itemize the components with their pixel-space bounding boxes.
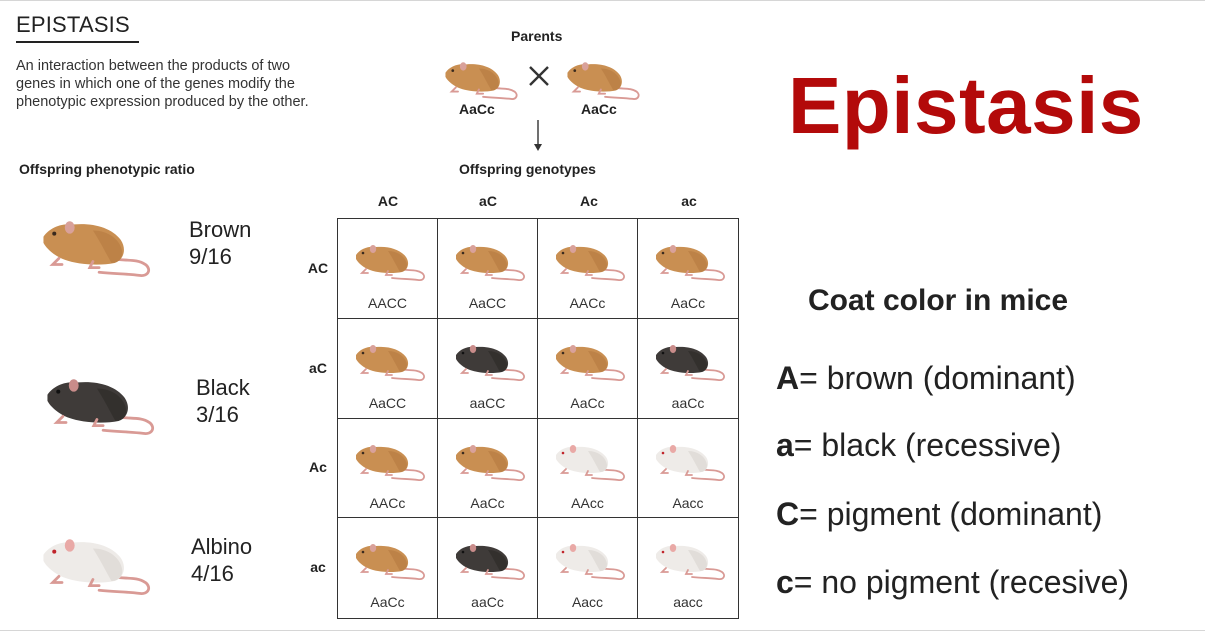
mouse-icon xyxy=(556,444,625,481)
cell-genotype: AAcc xyxy=(571,494,604,511)
allele-description: = black (recessive) xyxy=(793,427,1062,463)
cell-genotype: aaCc xyxy=(471,594,504,611)
main-title: Epistasis xyxy=(788,61,1144,150)
punnett-cell: AaCc xyxy=(638,219,738,319)
parents-title: Parents xyxy=(511,28,563,44)
cell-genotype: aaCC xyxy=(469,394,506,411)
mouse-icon xyxy=(456,245,525,282)
allele-key: c= no pigment (recesive) xyxy=(776,564,1129,601)
allele-symbol: C xyxy=(776,496,800,532)
phenotype-ratio: 3/16 xyxy=(196,402,239,427)
cell-genotype: Aacc xyxy=(571,594,604,611)
down-arrow-icon xyxy=(534,120,542,151)
cell-genotype: AaCC xyxy=(468,295,507,311)
punnett-cell: AAcc xyxy=(538,418,638,519)
allele-key: A= brown (dominant) xyxy=(776,360,1076,397)
row-header: Ac xyxy=(309,459,327,475)
punnett-cell: aaCC xyxy=(438,318,538,419)
row-header: ac xyxy=(310,559,326,575)
mouse-icon xyxy=(556,245,625,282)
phenotype-black: Black 3/16 xyxy=(38,370,250,443)
punnett-cell: aaCc xyxy=(438,518,538,618)
definition-text: An interaction between the products of t… xyxy=(16,58,309,110)
punnett-cell: aacc xyxy=(638,518,738,618)
mouse-icon xyxy=(456,544,525,581)
mouse-icon xyxy=(556,544,625,581)
phenotype-label: Black xyxy=(196,375,250,400)
col-header: AC xyxy=(377,193,399,209)
cell-genotype: Aacc xyxy=(672,494,704,511)
parent-left-genotype: AaCc xyxy=(459,101,495,117)
cell-genotype: AaCc xyxy=(570,394,605,411)
punnett-cell: AaCC xyxy=(338,318,438,419)
punnett-cell: Aacc xyxy=(538,518,638,618)
mouse-icon xyxy=(656,245,725,282)
phenotype-albino: Albino 4/16 xyxy=(34,530,252,603)
punnett-cell: AaCc xyxy=(338,518,438,618)
allele-symbol: c xyxy=(776,564,794,600)
mouse-icon xyxy=(356,245,425,282)
col-header: Ac xyxy=(580,193,598,209)
allele-description: = brown (dominant) xyxy=(799,360,1076,396)
mouse-icon xyxy=(456,444,525,481)
mouse-icon xyxy=(556,344,625,381)
col-header: ac xyxy=(681,193,697,209)
phenotype-ratio: 9/16 xyxy=(189,244,232,269)
cell-genotype: AaCc xyxy=(670,295,706,311)
allele-symbol: a xyxy=(776,427,794,463)
phenotype-label: Brown xyxy=(189,217,252,242)
section-heading: EPISTASIS xyxy=(16,12,130,37)
parent-right-genotype: AaCc xyxy=(581,101,617,117)
cell-genotype: AACc xyxy=(369,494,406,511)
cell-genotype: AaCC xyxy=(368,394,407,411)
mouse-icon xyxy=(656,544,725,581)
punnett-cell: AACc xyxy=(538,219,638,319)
allele-symbol: A xyxy=(776,360,800,396)
mouse-icon xyxy=(356,444,425,481)
mouse-icon xyxy=(656,444,725,481)
punnett-cell: AaCc xyxy=(438,418,538,519)
allele-key: a= black (recessive) xyxy=(776,427,1061,464)
col-header: aC xyxy=(479,193,497,209)
mouse-icon xyxy=(656,344,725,381)
offspring-genotypes-title: Offspring genotypes xyxy=(459,161,596,177)
phenotype-label: Albino xyxy=(191,534,253,559)
black-mouse-icon xyxy=(47,379,155,435)
cell-genotype: aaCc xyxy=(671,394,705,411)
punnett-cell: AaCc xyxy=(538,318,638,419)
cross-icon xyxy=(529,66,549,86)
albino-mouse-icon xyxy=(43,539,151,595)
punnett-cell: AaCC xyxy=(438,219,538,319)
brown-mouse-icon xyxy=(43,221,151,277)
allele-key: C= pigment (dominant) xyxy=(776,496,1102,533)
allele-description: = no pigment (recesive) xyxy=(793,564,1130,600)
coat-color-title: Coat color in mice xyxy=(808,284,1069,317)
parent-left-mouse-icon xyxy=(445,62,518,100)
phenotypic-ratio-title: Offspring phenotypic ratio xyxy=(19,161,195,177)
cell-genotype: AaCc xyxy=(370,594,405,611)
punnett-cell: Aacc xyxy=(638,419,738,519)
punnett-cell: AACc xyxy=(338,418,438,519)
parent-right-mouse-icon xyxy=(567,62,640,100)
cell-genotype: AACC xyxy=(368,295,407,311)
punnett-cell: AACC xyxy=(338,219,438,319)
row-header: aC xyxy=(309,360,327,376)
phenotype-ratio: 4/16 xyxy=(191,561,234,586)
row-header: AC xyxy=(307,260,329,276)
heading-underline xyxy=(16,41,139,43)
cell-genotype: aacc xyxy=(673,594,703,611)
punnett-cell: aaCc xyxy=(638,319,738,419)
phenotype-brown: Brown 9/16 xyxy=(34,212,251,285)
mouse-icon xyxy=(356,344,425,381)
cell-genotype: AACc xyxy=(569,295,606,311)
mouse-icon xyxy=(456,344,525,381)
mouse-icon xyxy=(356,544,425,581)
cell-genotype: AaCc xyxy=(470,494,505,511)
punnett-square: AACC AaCC AACc AaCc AaCC aaCC AaCc aaCc … xyxy=(337,218,739,619)
allele-description: = pigment (dominant) xyxy=(799,496,1103,532)
